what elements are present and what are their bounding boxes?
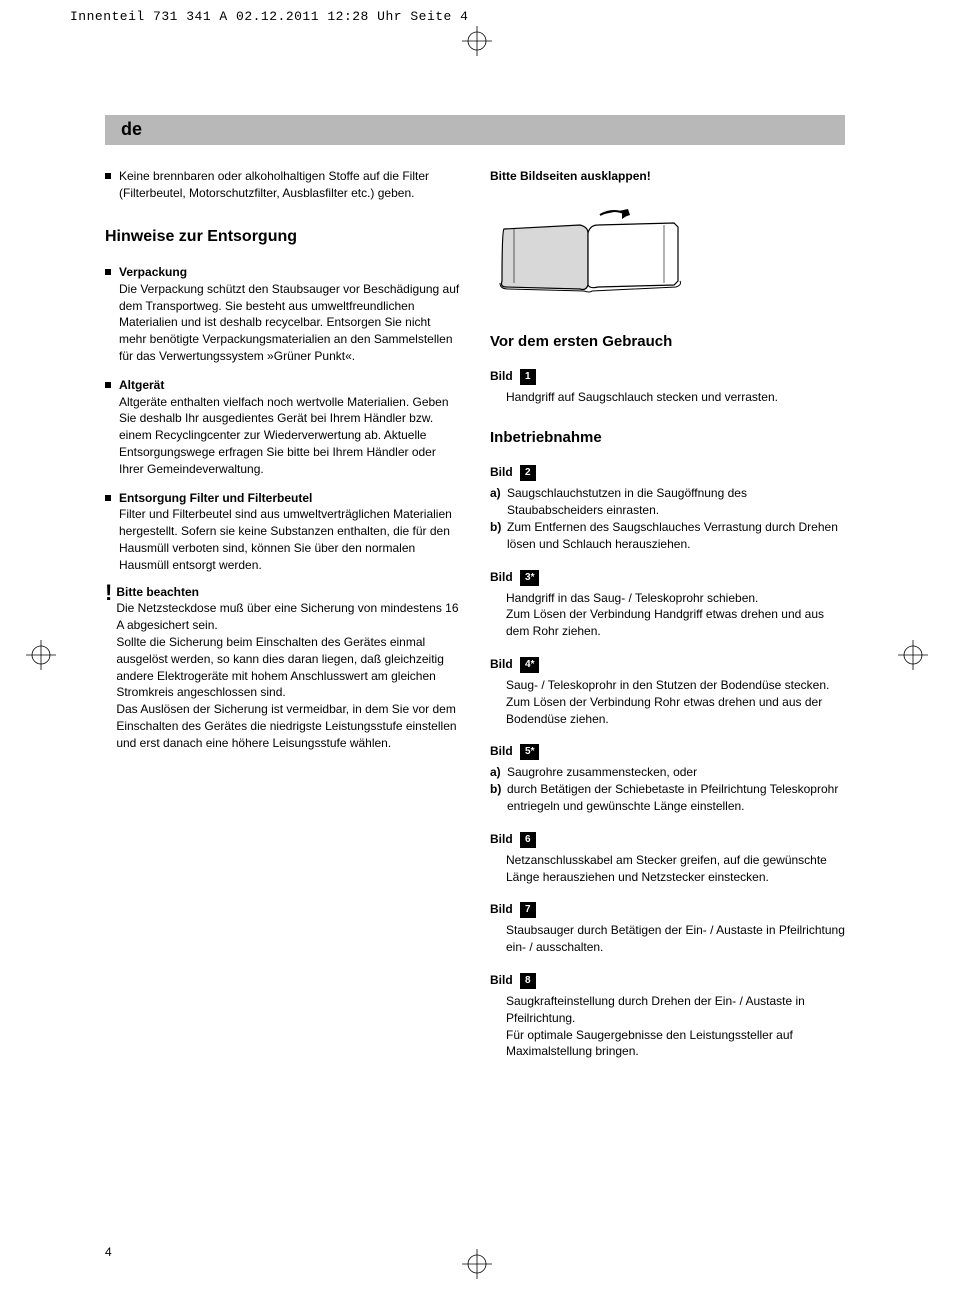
bild-text: Handgriff auf Saugschlauch stecken und v… [506,389,845,406]
bullet-item: Entsorgung Filter und Filterbeutel Filte… [105,490,460,574]
bullet-item: Verpackung Die Verpackung schützt den St… [105,264,460,365]
bullet-title: Entsorgung Filter und Filterbeutel [119,490,460,507]
bild-row: Bild 7 [490,901,845,918]
notice-block: ! Bitte beachten Die Netzsteckdose muß ü… [105,584,460,752]
sub-letter: a) [490,764,504,781]
sub-item: b) Zum Entfernen des Saugschlauches Verr… [490,519,845,553]
exclamation-icon: ! [105,582,112,752]
language-bar: de [105,115,845,145]
sub-item: b) durch Betätigen der Schiebetaste in P… [490,781,845,815]
bild-number: 2 [520,465,536,481]
bild-number: 5* [520,744,539,760]
sub-text: durch Betätigen der Schiebetaste in Pfei… [507,781,845,815]
bild-text: Saug- / Teleskoprohr in den Stutzen der … [506,677,845,727]
sub-text: Zum Entfernen des Saugschlauches Verrast… [507,519,845,553]
notice-title: Bitte beachten [116,584,460,601]
bullet-body: Altgeräte enthalten vielfach noch wertvo… [119,394,460,478]
crop-mark-top-icon [462,26,492,56]
notice-text: Die Netzsteckdose muß über eine Sicherun… [116,600,460,751]
print-header: Innenteil 731 341 A 02.12.2011 12:28 Uhr… [70,8,468,26]
sub-letter: a) [490,485,504,519]
page-number: 4 [105,1244,112,1261]
right-column: Bitte Bildseiten ausklappen! Vor dem ers… [490,168,845,1060]
open-book-icon [494,203,694,298]
bild-row: Bild 6 [490,831,845,848]
square-bullet-icon [105,382,111,388]
bild-number: 8 [520,973,536,989]
bullet-item: Altgerät Altgeräte enthalten vielfach no… [105,377,460,478]
bild-label: Bild [490,657,513,671]
content-columns: Keine brennbaren oder alkoholhaltigen St… [105,168,845,1060]
heading-disposal: Hinweise zur Entsorgung [105,226,460,248]
sub-item: a) Saugschlauchstutzen in die Saugöffnun… [490,485,845,519]
bild-text: Saugkrafteinstellung durch Drehen der Ei… [506,993,845,1060]
unfold-instruction: Bitte Bildseiten ausklappen! [490,168,845,185]
bild-number: 4* [520,657,539,673]
bild-label: Bild [490,369,513,383]
bild-label: Bild [490,744,513,758]
bullet-body: Die Verpackung schützt den Staubsauger v… [119,281,460,365]
bild-label: Bild [490,570,513,584]
square-bullet-icon [105,173,111,179]
bild-row: Bild 1 [490,368,845,385]
bild-number: 1 [520,369,536,385]
bild-number: 3* [520,570,539,586]
bild-text: Netzanschlusskabel am Stecker greifen, a… [506,852,845,886]
page: Innenteil 731 341 A 02.12.2011 12:28 Uhr… [0,0,954,1305]
bild-label: Bild [490,973,513,987]
heading-first-use: Vor dem ersten Gebrauch [490,331,845,352]
bild-row: Bild 5* [490,743,845,760]
bullet-title: Verpackung [119,264,460,281]
bild-row: Bild 8 [490,972,845,989]
heading-startup: Inbetriebnahme [490,427,845,448]
sub-letter: b) [490,519,504,553]
bild-label: Bild [490,902,513,916]
bullet-title: Altgerät [119,377,460,394]
crop-mark-bottom-icon [462,1249,492,1279]
bild-row: Bild 2 [490,464,845,481]
language-code: de [121,117,142,142]
bild-number: 6 [520,832,536,848]
bild-label: Bild [490,465,513,479]
sub-text: Saugrohre zusammenstecken, oder [507,764,845,781]
sub-item: a) Saugrohre zusammenstecken, oder [490,764,845,781]
bild-text: Staubsauger durch Betätigen der Ein- / A… [506,922,845,956]
bullet-item: Keine brennbaren oder alkoholhaltigen St… [105,168,460,202]
crop-mark-left-icon [26,640,56,670]
sub-letter: b) [490,781,504,815]
bild-label: Bild [490,832,513,846]
bullet-body: Filter und Filterbeutel sind aus umweltv… [119,506,460,573]
left-column: Keine brennbaren oder alkoholhaltigen St… [105,168,460,1060]
square-bullet-icon [105,269,111,275]
sub-text: Saugschlauchstutzen in die Saugöffnung d… [507,485,845,519]
crop-mark-right-icon [898,640,928,670]
bild-row: Bild 4* [490,656,845,673]
bild-row: Bild 3* [490,569,845,586]
square-bullet-icon [105,495,111,501]
bullet-text: Keine brennbaren oder alkoholhaltigen St… [119,168,460,202]
bild-text: Handgriff in das Saug- / Teleskoprohr sc… [506,590,845,640]
bild-number: 7 [520,902,536,918]
